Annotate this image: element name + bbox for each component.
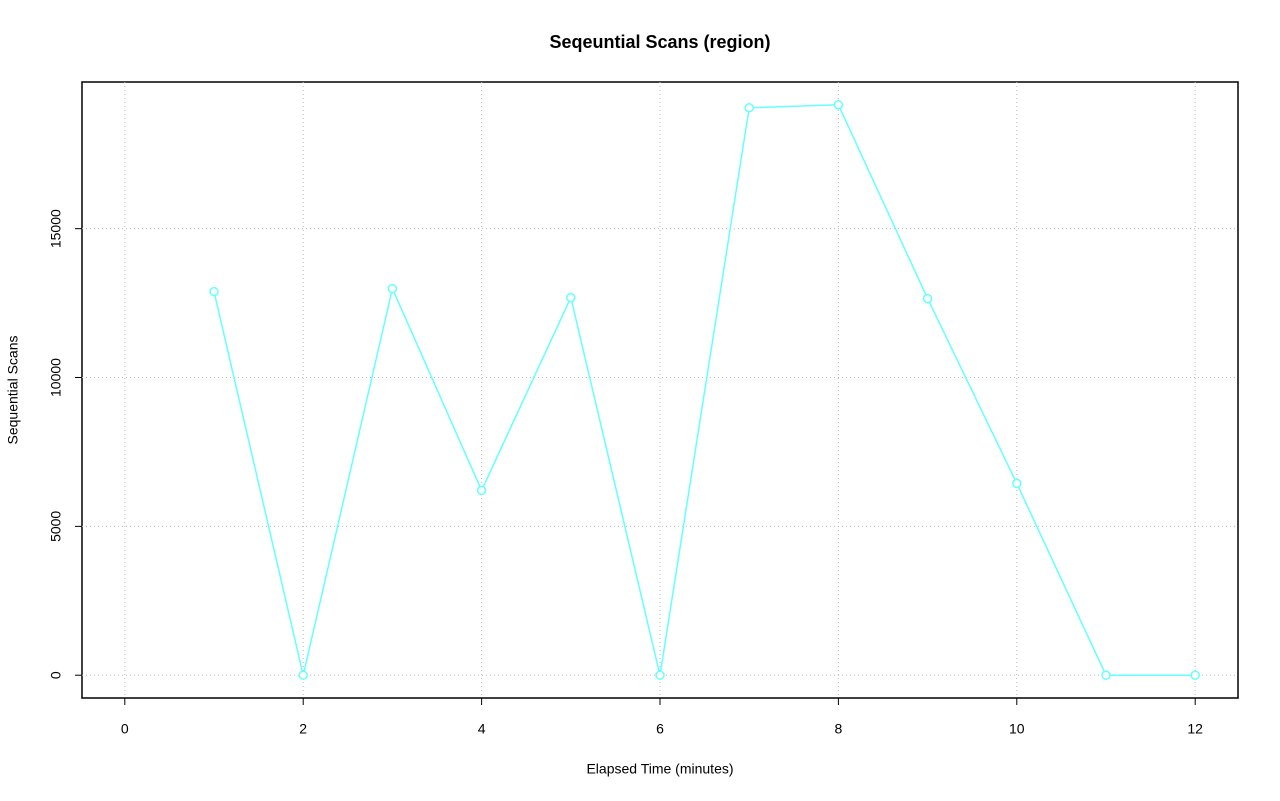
data-point (1190, 670, 1200, 680)
data-point (387, 283, 398, 294)
x-tick-label: 0 (121, 721, 129, 737)
y-tick-label: 15000 (48, 209, 64, 248)
data-point (209, 286, 219, 297)
data-point (833, 100, 844, 110)
data-point (744, 103, 754, 113)
chart-title: Seqeuntial Scans (region) (549, 32, 770, 52)
x-tick-label: 4 (478, 721, 486, 737)
x-tick-label: 10 (1009, 721, 1025, 737)
x-tick-label: 6 (656, 721, 664, 737)
data-point (1101, 670, 1111, 680)
data-point (922, 293, 933, 304)
data-point (655, 670, 665, 680)
y-tick-label: 10000 (48, 358, 64, 397)
data-point (1012, 478, 1022, 489)
y-tick-label: 0 (48, 671, 64, 679)
data-point (566, 292, 576, 303)
x-tick-label: 2 (299, 721, 307, 737)
y-tick-label: 5000 (48, 511, 64, 542)
x-tick-label: 12 (1187, 721, 1203, 737)
data-point (476, 485, 487, 496)
series-line (213, 104, 1196, 676)
data-point (298, 670, 308, 680)
y-axis-label: Sequential Scans (5, 336, 21, 445)
x-axis-label: Elapsed Time (minutes) (586, 761, 733, 777)
x-tick-label: 8 (834, 721, 842, 737)
